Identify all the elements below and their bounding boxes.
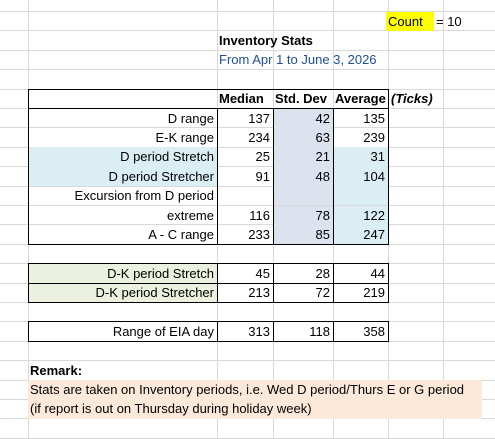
cell-std: 85 xyxy=(274,224,333,245)
row-label: D range xyxy=(167,110,214,126)
gridline xyxy=(0,146,495,148)
border xyxy=(28,340,389,342)
border xyxy=(28,88,29,108)
row-label: extreme xyxy=(167,207,214,223)
count-label: Count xyxy=(386,11,434,31)
row-label: D-K period Stretcher xyxy=(29,283,217,303)
header-avg: Average xyxy=(335,91,386,107)
cell-median: 91 xyxy=(255,168,270,184)
border xyxy=(388,108,389,245)
border xyxy=(333,321,334,342)
cell-avg-fill xyxy=(334,186,388,206)
cell-avg: 104 xyxy=(334,166,388,187)
row-label: Range of EIA day xyxy=(112,323,214,339)
cell-avg: 122 xyxy=(334,205,388,225)
border xyxy=(28,282,389,284)
cell-median: 45 xyxy=(255,265,270,281)
row-label: D-K period Stretch xyxy=(29,263,217,284)
border xyxy=(273,108,274,245)
row-label: D period Stretcher xyxy=(29,166,217,187)
cell-std: 63 xyxy=(274,127,333,148)
cell-std-fill xyxy=(274,186,333,206)
cell-median: 137 xyxy=(248,110,270,126)
cell-std: 28 xyxy=(315,265,330,281)
gridline xyxy=(443,0,444,439)
border xyxy=(28,88,389,90)
cell-std: 72 xyxy=(315,285,330,301)
gridline xyxy=(0,224,495,226)
cell-std: 118 xyxy=(309,323,330,339)
cell-avg: 247 xyxy=(334,224,388,245)
border xyxy=(28,243,389,245)
cell-median: 116 xyxy=(249,207,270,223)
cell-avg: 219 xyxy=(363,285,385,301)
cell-median: 313 xyxy=(248,323,270,339)
border xyxy=(273,263,274,303)
border xyxy=(217,108,218,245)
count-value: = 10 xyxy=(436,13,462,29)
gridline xyxy=(0,205,495,206)
cell-avg: 31 xyxy=(334,147,388,167)
border xyxy=(333,263,334,303)
gridline xyxy=(0,11,495,12)
cell-median: 234 xyxy=(248,129,270,145)
gridline xyxy=(0,49,495,51)
border xyxy=(28,321,29,342)
row-label: E-K range xyxy=(155,129,214,145)
cell-avg: 239 xyxy=(363,129,385,145)
border xyxy=(28,108,389,109)
border xyxy=(28,108,29,245)
cell-std: 48 xyxy=(274,166,333,187)
gridline xyxy=(0,360,495,362)
border xyxy=(217,263,218,303)
header-std: Std. Dev xyxy=(275,91,328,107)
border xyxy=(388,88,389,108)
remark-text: Stats are taken on Inventory periods, i.… xyxy=(28,380,482,419)
cell-std: 78 xyxy=(274,205,333,225)
cell-median: 213 xyxy=(248,285,270,301)
cell-median: 233 xyxy=(248,226,270,242)
gridline xyxy=(0,437,495,439)
gridline xyxy=(0,30,495,32)
gridline xyxy=(0,185,495,187)
border xyxy=(28,302,389,303)
border xyxy=(273,321,274,342)
header-median: Median xyxy=(219,91,264,107)
border xyxy=(333,108,334,245)
border xyxy=(388,321,389,342)
cell-avg: 44 xyxy=(370,265,385,281)
cell-avg: 135 xyxy=(363,110,385,126)
cell-median: 25 xyxy=(255,149,270,165)
title: Inventory Stats xyxy=(219,32,313,48)
remark-title: Remark: xyxy=(30,362,83,378)
border xyxy=(28,321,389,323)
border xyxy=(388,263,389,303)
cell-median-fill xyxy=(218,186,273,205)
subtitle: From Apr 1 to June 3, 2026 xyxy=(219,52,377,68)
border xyxy=(28,263,389,265)
cell-std: 42 xyxy=(274,108,333,128)
cell-std: 21 xyxy=(274,147,333,167)
border xyxy=(217,321,218,342)
header-unit: (Ticks) xyxy=(391,91,433,107)
border xyxy=(28,263,29,303)
row-label: D period Stretch xyxy=(29,147,217,167)
gridline xyxy=(0,166,495,168)
gridline xyxy=(0,69,495,71)
gridline xyxy=(0,127,495,129)
cell-avg: 358 xyxy=(363,323,385,339)
row-label: A - C range xyxy=(148,226,214,242)
row-label: Excursion from D period xyxy=(74,188,214,204)
gridline xyxy=(0,418,495,420)
